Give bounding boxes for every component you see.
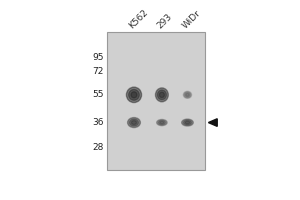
Text: K562: K562: [128, 8, 150, 30]
Text: 55: 55: [92, 90, 104, 99]
Ellipse shape: [131, 92, 137, 98]
Polygon shape: [208, 119, 217, 126]
Ellipse shape: [129, 89, 139, 100]
Ellipse shape: [131, 121, 136, 125]
Ellipse shape: [158, 90, 166, 100]
Ellipse shape: [128, 118, 140, 128]
Ellipse shape: [185, 121, 190, 124]
Ellipse shape: [186, 93, 189, 96]
Ellipse shape: [183, 91, 191, 98]
Text: WiDr: WiDr: [181, 8, 203, 30]
Ellipse shape: [130, 119, 139, 126]
Ellipse shape: [126, 87, 142, 103]
Text: 28: 28: [92, 143, 104, 152]
Ellipse shape: [155, 88, 168, 102]
Ellipse shape: [158, 120, 166, 125]
Text: 36: 36: [92, 118, 104, 127]
Ellipse shape: [160, 121, 164, 124]
Text: 95: 95: [92, 53, 104, 62]
Bar: [107, 32, 205, 170]
Text: 72: 72: [92, 67, 104, 76]
Ellipse shape: [157, 119, 167, 126]
Ellipse shape: [159, 92, 164, 98]
Ellipse shape: [184, 92, 190, 97]
Ellipse shape: [182, 119, 193, 126]
Ellipse shape: [183, 120, 191, 125]
Text: 293: 293: [155, 12, 174, 30]
